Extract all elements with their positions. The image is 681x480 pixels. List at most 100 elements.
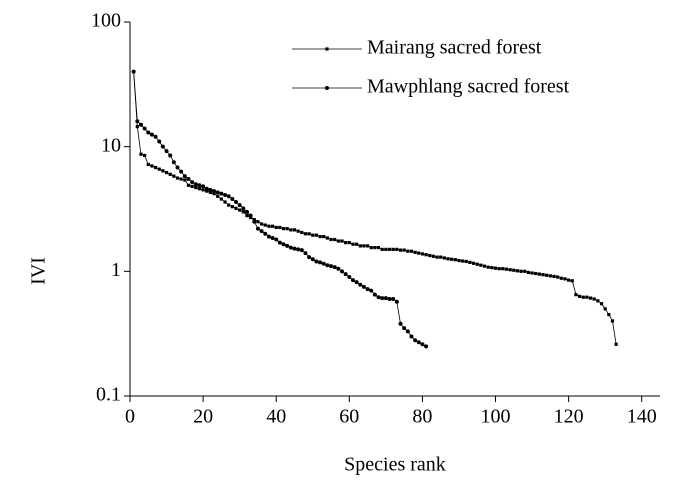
- y-tick-label: 100: [91, 10, 121, 32]
- marker: [142, 126, 147, 131]
- marker: [329, 264, 334, 269]
- marker: [405, 329, 410, 334]
- marker: [508, 268, 512, 272]
- marker: [570, 279, 574, 283]
- marker: [310, 257, 315, 262]
- marker: [252, 217, 256, 222]
- marker: [344, 241, 348, 245]
- marker: [193, 182, 198, 187]
- marker: [314, 233, 319, 237]
- marker: [424, 253, 428, 257]
- marker: [504, 267, 509, 271]
- marker: [175, 165, 180, 170]
- marker: [581, 295, 585, 299]
- marker: [274, 225, 278, 230]
- marker: [373, 246, 377, 250]
- marker: [607, 312, 611, 317]
- marker: [347, 275, 352, 280]
- marker: [497, 267, 501, 271]
- marker: [471, 261, 476, 265]
- marker: [332, 265, 337, 270]
- marker: [362, 244, 366, 248]
- marker: [281, 242, 286, 247]
- marker: [574, 293, 578, 297]
- marker: [292, 246, 297, 251]
- y-tick-label: 10: [101, 134, 121, 156]
- marker: [369, 288, 374, 293]
- marker: [336, 266, 341, 271]
- marker: [318, 234, 322, 239]
- marker: [372, 292, 377, 297]
- marker: [153, 165, 158, 170]
- marker: [146, 162, 150, 167]
- marker: [402, 326, 407, 331]
- marker: [512, 268, 516, 272]
- marker: [139, 152, 143, 156]
- marker: [131, 69, 136, 74]
- marker: [296, 247, 301, 252]
- marker: [610, 319, 615, 323]
- marker: [219, 197, 223, 201]
- x-tick-label: 20: [193, 406, 213, 428]
- marker: [343, 272, 348, 277]
- marker: [325, 47, 329, 51]
- marker: [501, 267, 505, 271]
- marker: [263, 223, 267, 227]
- marker: [599, 302, 604, 306]
- marker: [161, 169, 165, 173]
- marker: [468, 260, 472, 264]
- marker: [186, 183, 191, 187]
- marker: [384, 247, 388, 251]
- marker: [281, 227, 286, 231]
- marker: [340, 239, 344, 243]
- marker: [537, 272, 541, 276]
- marker: [248, 213, 253, 218]
- marker: [307, 255, 312, 260]
- y-tick-label: 1: [111, 259, 121, 281]
- marker: [160, 144, 165, 149]
- marker: [299, 248, 304, 253]
- marker: [519, 269, 523, 273]
- series-line: [133, 71, 427, 347]
- marker: [413, 338, 418, 343]
- marker: [197, 187, 202, 191]
- marker: [216, 194, 220, 198]
- marker: [387, 247, 392, 251]
- marker: [270, 236, 275, 241]
- marker: [146, 130, 151, 135]
- legend-label: Mairang sacred forest: [367, 37, 542, 59]
- marker: [219, 191, 224, 196]
- marker: [157, 139, 162, 144]
- marker: [530, 271, 534, 275]
- marker: [201, 188, 205, 192]
- marker: [333, 237, 337, 242]
- x-tick-label: 0: [125, 406, 135, 428]
- marker: [413, 250, 417, 254]
- marker: [168, 153, 173, 158]
- marker: [545, 273, 549, 277]
- marker: [245, 213, 249, 218]
- x-tick-label: 40: [266, 406, 286, 428]
- marker: [585, 295, 589, 299]
- marker: [406, 249, 410, 253]
- marker: [303, 251, 308, 256]
- marker: [588, 296, 593, 300]
- marker: [215, 190, 220, 195]
- marker: [563, 277, 567, 281]
- marker: [391, 296, 396, 301]
- marker: [383, 296, 388, 301]
- marker: [486, 265, 490, 269]
- marker: [475, 262, 479, 266]
- marker: [603, 307, 607, 311]
- marker: [442, 256, 446, 260]
- marker: [288, 245, 293, 250]
- marker: [270, 224, 275, 228]
- marker: [183, 178, 187, 182]
- marker: [285, 227, 289, 231]
- marker: [416, 340, 421, 345]
- marker: [322, 234, 326, 239]
- marker: [523, 269, 527, 273]
- marker: [329, 237, 333, 242]
- marker: [435, 255, 439, 259]
